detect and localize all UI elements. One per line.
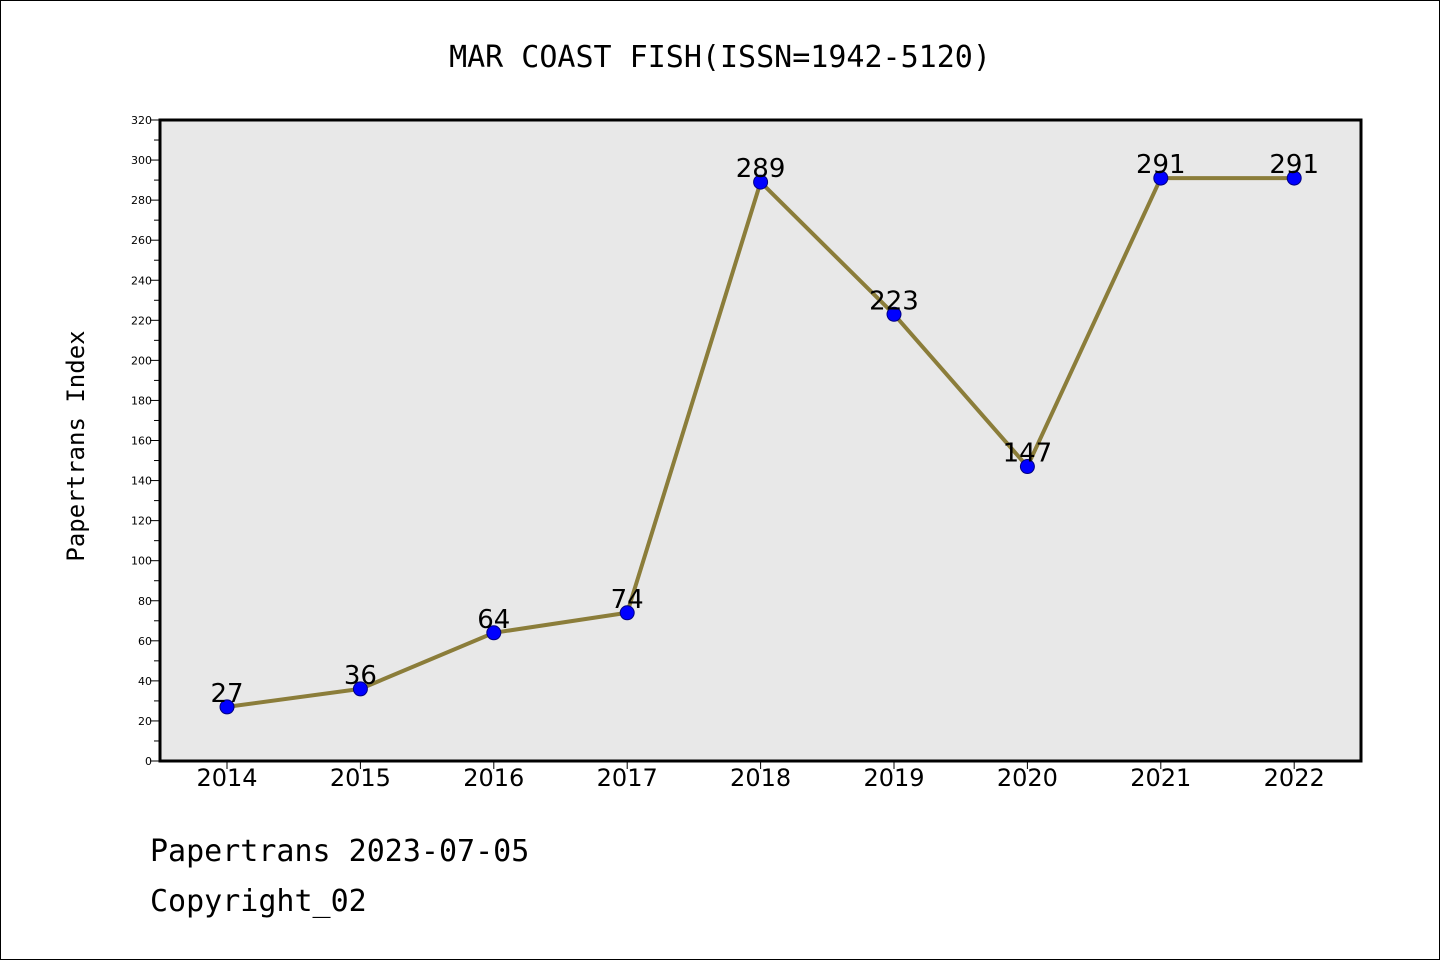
data-label: 291 — [1136, 150, 1186, 180]
y-tick-label: 300 — [131, 154, 152, 167]
x-tick-label: 2014 — [196, 764, 257, 792]
data-point — [753, 174, 769, 190]
data-point — [352, 681, 368, 697]
y-tick-label: 200 — [131, 354, 152, 367]
x-tick-label: 2016 — [463, 764, 524, 792]
data-point — [1019, 459, 1035, 475]
data-points — [219, 170, 1302, 715]
y-tick-label: 140 — [131, 475, 152, 488]
x-tick-label: 2020 — [997, 764, 1058, 792]
x-tick-label: 2022 — [1264, 764, 1325, 792]
data-label: 291 — [1269, 150, 1319, 180]
y-tick-label: 100 — [131, 555, 152, 568]
data-label: 36 — [344, 661, 377, 691]
y-tick-label: 0 — [145, 755, 152, 768]
chart-title: MAR COAST FISH(ISSN=1942-5120) — [449, 40, 991, 75]
data-point — [219, 699, 235, 715]
x-tick-label: 2021 — [1130, 764, 1191, 792]
y-axis-ticks: 0 20 40 60 80 100 120 140 160 180 200 220 240 260 280 3… — [131, 114, 160, 768]
x-tick-label: 2015 — [330, 764, 391, 792]
x-tick-label: 2018 — [730, 764, 791, 792]
y-axis-label: Papertrans Index — [62, 330, 90, 561]
y-tick-label: 20 — [138, 715, 152, 728]
data-point — [1286, 170, 1302, 186]
data-label: 289 — [736, 154, 786, 184]
y-tick-label: 220 — [131, 314, 152, 327]
data-point — [486, 625, 502, 641]
data-label: 223 — [869, 286, 919, 316]
data-point — [1153, 170, 1169, 186]
data-label: 74 — [611, 585, 644, 615]
footer-copyright: Copyright_02 — [150, 884, 367, 919]
y-tick-label: 180 — [131, 394, 152, 407]
plot-border — [158, 118, 1363, 763]
data-label: 27 — [210, 679, 243, 709]
footer-source: Papertrans 2023-07-05 — [150, 834, 530, 869]
y-tick-label: 320 — [131, 114, 152, 127]
data-point — [886, 306, 902, 322]
data-point — [619, 605, 635, 621]
y-tick-label: 80 — [138, 595, 152, 608]
x-axis-ticks: 2014 2015 2016 2017 2018 2019 2020 2021 2022 — [196, 761, 1325, 792]
data-label: 147 — [1003, 439, 1053, 469]
y-tick-label: 160 — [131, 435, 152, 448]
y-tick-label: 40 — [138, 675, 152, 688]
y-tick-label: 280 — [131, 194, 152, 207]
x-tick-label: 2019 — [863, 764, 924, 792]
y-tick-label: 240 — [131, 274, 152, 287]
plot-area — [160, 120, 1361, 761]
data-labels: 27 36 64 74 289 223 147 291 291 — [210, 150, 1319, 709]
y-tick-label: 120 — [131, 515, 152, 528]
x-tick-label: 2017 — [597, 764, 658, 792]
data-label: 64 — [477, 605, 510, 635]
y-tick-label: 60 — [138, 635, 152, 648]
y-tick-label: 260 — [131, 234, 152, 247]
